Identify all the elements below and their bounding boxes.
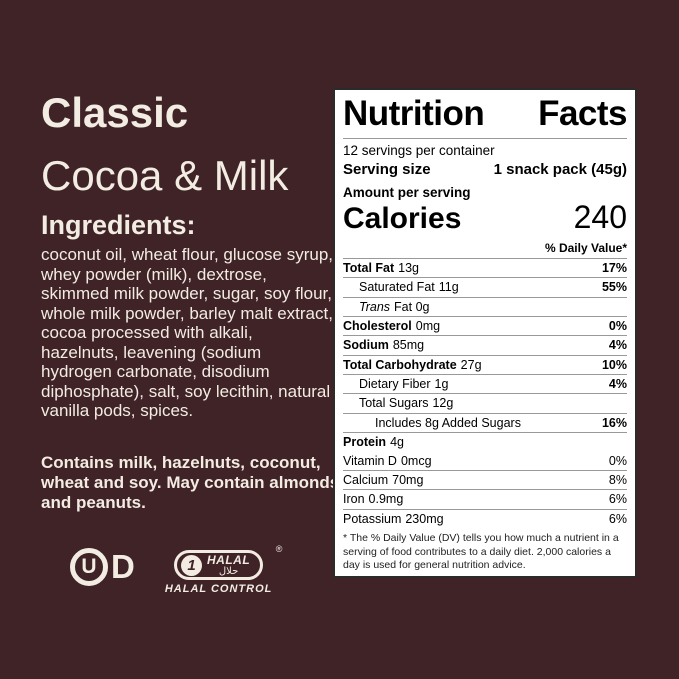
kosher-ud-logo: U D bbox=[70, 548, 135, 586]
nutrient-name: Includes 8g Added Sugars bbox=[375, 415, 521, 430]
nutrition-facts-title: Nutrition Facts bbox=[343, 93, 628, 139]
calories-label: Calories bbox=[343, 201, 462, 235]
nutrient-name: Total Carbohydrate bbox=[343, 357, 457, 372]
nutrient-name: Protein bbox=[343, 435, 387, 450]
nutrient-name: Potassium bbox=[343, 511, 402, 526]
halal-crescent-icon: 1 bbox=[181, 554, 203, 576]
nutrient-row-sodium: Sodium 85mg 4% bbox=[343, 335, 627, 354]
halal-wordmark: HALAL حلال bbox=[207, 554, 250, 577]
nutrient-dv: 17% bbox=[601, 260, 627, 275]
nutrient-name: Vitamin D bbox=[343, 453, 397, 468]
nutrient-dv: 55% bbox=[601, 280, 627, 295]
nutrient-name: Trans bbox=[359, 299, 391, 314]
nutrient-amount: 70mg bbox=[392, 472, 424, 487]
nutrient-dv: 16% bbox=[601, 415, 627, 430]
vitamin-row-calcium: Calcium 70mg 8% bbox=[343, 469, 627, 489]
ingredients-text: coconut oil, wheat flour, glucose syrup,… bbox=[41, 245, 333, 420]
nutrient-row-total-carbohydrate: Total Carbohydrate 27g 10% bbox=[343, 354, 627, 374]
nutrient-name: Saturated Fat bbox=[359, 280, 435, 295]
product-title-line2: Cocoa & Milk bbox=[41, 152, 289, 199]
calories-row: Calories 240 bbox=[343, 201, 627, 238]
certification-logos: U D ® 1 HALAL حلال HALAL CONTROL bbox=[70, 544, 283, 595]
nutrient-row-saturated-fat: Saturated Fat 11g 55% bbox=[343, 277, 627, 296]
vitamin-row-potassium: Potassium 230mg 6% bbox=[343, 508, 627, 528]
nutrient-row-added-sugars: Includes 8g Added Sugars 16% bbox=[343, 412, 627, 432]
vitamin-row-iron: Iron 0.9mg 6% bbox=[343, 489, 627, 508]
serving-size-label: Serving size bbox=[343, 161, 431, 178]
nutrient-dv: 4% bbox=[608, 338, 627, 353]
nutrient-amount: 85mg bbox=[392, 338, 425, 353]
nutrient-row-dietary-fiber: Dietary Fiber 1g 4% bbox=[343, 374, 627, 393]
nutrient-name: Dietary Fiber bbox=[359, 377, 431, 392]
nutrient-dv: 0% bbox=[608, 453, 627, 468]
nutrient-dv: 6% bbox=[608, 492, 627, 507]
product-title-line1: Classic bbox=[41, 89, 189, 136]
nutrient-amount: 1g bbox=[434, 377, 449, 392]
nutrient-amount: 0mcg bbox=[400, 453, 432, 468]
calories-value: 240 bbox=[573, 198, 627, 235]
nutrient-name: Total Fat bbox=[343, 260, 395, 275]
nutrient-amount: 12g bbox=[432, 396, 454, 411]
kosher-circle-u-icon: U bbox=[70, 548, 108, 586]
nutrient-row-total-fat: Total Fat 13g 17% bbox=[343, 257, 627, 277]
registered-trademark-symbol: ® bbox=[275, 544, 283, 554]
kosher-d-letter: D bbox=[111, 548, 135, 585]
nutrient-amount: 11g bbox=[438, 280, 459, 295]
daily-value-footnote: * The % Daily Value (DV) tells you how m… bbox=[343, 532, 619, 572]
nutrient-amount: 4g bbox=[390, 435, 404, 450]
allergen-statement: Contains milk, hazelnuts, coconut, wheat… bbox=[41, 453, 340, 512]
nutrient-amount: 0.9mg bbox=[368, 492, 404, 507]
nutrient-name: Total Sugars bbox=[359, 396, 429, 411]
halal-arabic-text: حلال bbox=[218, 565, 239, 577]
nutrient-row-total-sugars: Total Sugars 12g bbox=[343, 393, 627, 412]
nutrient-name: Iron bbox=[343, 492, 365, 507]
ingredients-heading: Ingredients: bbox=[41, 210, 196, 240]
nutrient-amount: 230mg bbox=[405, 511, 444, 526]
halal-control-logo: ® 1 HALAL حلال HALAL CONTROL bbox=[164, 544, 283, 595]
nutrient-name: Calcium bbox=[343, 472, 389, 487]
halal-control-caption: HALAL CONTROL bbox=[164, 583, 273, 595]
serving-size-row: Serving size 1 snack pack (45g) bbox=[343, 160, 627, 183]
vitamin-row-vitamin-d: Vitamin D 0mcg 0% bbox=[343, 452, 627, 470]
nutrient-row-cholesterol: Cholesterol 0mg 0% bbox=[343, 315, 627, 335]
nutrient-dv: 8% bbox=[608, 472, 627, 487]
nutrient-name: Sodium bbox=[343, 338, 389, 353]
amount-per-serving-label: Amount per serving bbox=[343, 185, 471, 200]
nutrient-row-protein: Protein 4g bbox=[343, 432, 627, 451]
serving-size-value: 1 snack pack (45g) bbox=[493, 161, 627, 178]
nutrient-dv: 4% bbox=[608, 377, 627, 392]
nutrient-dv: 0% bbox=[608, 318, 627, 333]
servings-per-container: 12 servings per container bbox=[343, 143, 495, 158]
halal-word: HALAL bbox=[207, 552, 251, 567]
nutrient-row-trans-fat: Trans Fat 0g bbox=[343, 296, 627, 316]
nutrient-dv: 6% bbox=[608, 511, 627, 526]
nutrient-dv: 10% bbox=[601, 357, 627, 372]
nutrient-amount: 27g bbox=[460, 357, 482, 372]
nutrient-amount: Fat 0g bbox=[394, 299, 430, 314]
nutrient-amount: 13g bbox=[398, 260, 420, 275]
daily-value-header: % Daily Value* bbox=[544, 240, 627, 255]
halal-stadium-badge: 1 HALAL حلال bbox=[174, 550, 264, 580]
nutrient-name: Cholesterol bbox=[343, 318, 412, 333]
nutrition-facts-panel: Nutrition Facts 12 servings per containe… bbox=[333, 88, 637, 578]
nutrient-amount: 0mg bbox=[415, 318, 441, 333]
